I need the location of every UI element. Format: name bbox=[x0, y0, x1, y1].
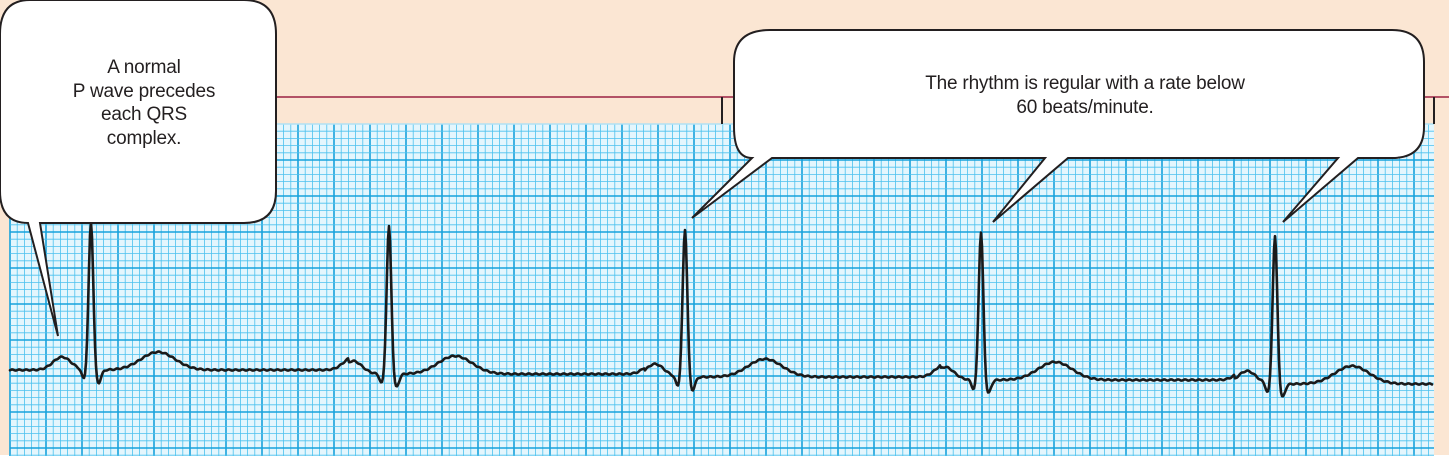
callout-right-line-2: 60 beats/minute. bbox=[1016, 96, 1154, 118]
callout-right-text: The rhythm is regular with a rate below … bbox=[760, 72, 1410, 119]
callout-right-bubble bbox=[691, 29, 1425, 223]
callout-left-line-2: P wave precedes bbox=[72, 80, 216, 102]
callout-left-line-4: complex. bbox=[106, 127, 182, 149]
callout-right-line-1: The rhythm is regular with a rate below bbox=[925, 73, 1245, 94]
callout-left-bubble bbox=[0, 0, 277, 337]
callout-left-text: A normal P wave precedes each QRS comple… bbox=[34, 56, 254, 150]
callout-left-line-1: A normal bbox=[107, 57, 181, 78]
ecg-trace bbox=[8, 221, 1434, 398]
callout-left-line-3: each QRS bbox=[100, 104, 188, 125]
white-margin bbox=[0, 455, 1449, 473]
